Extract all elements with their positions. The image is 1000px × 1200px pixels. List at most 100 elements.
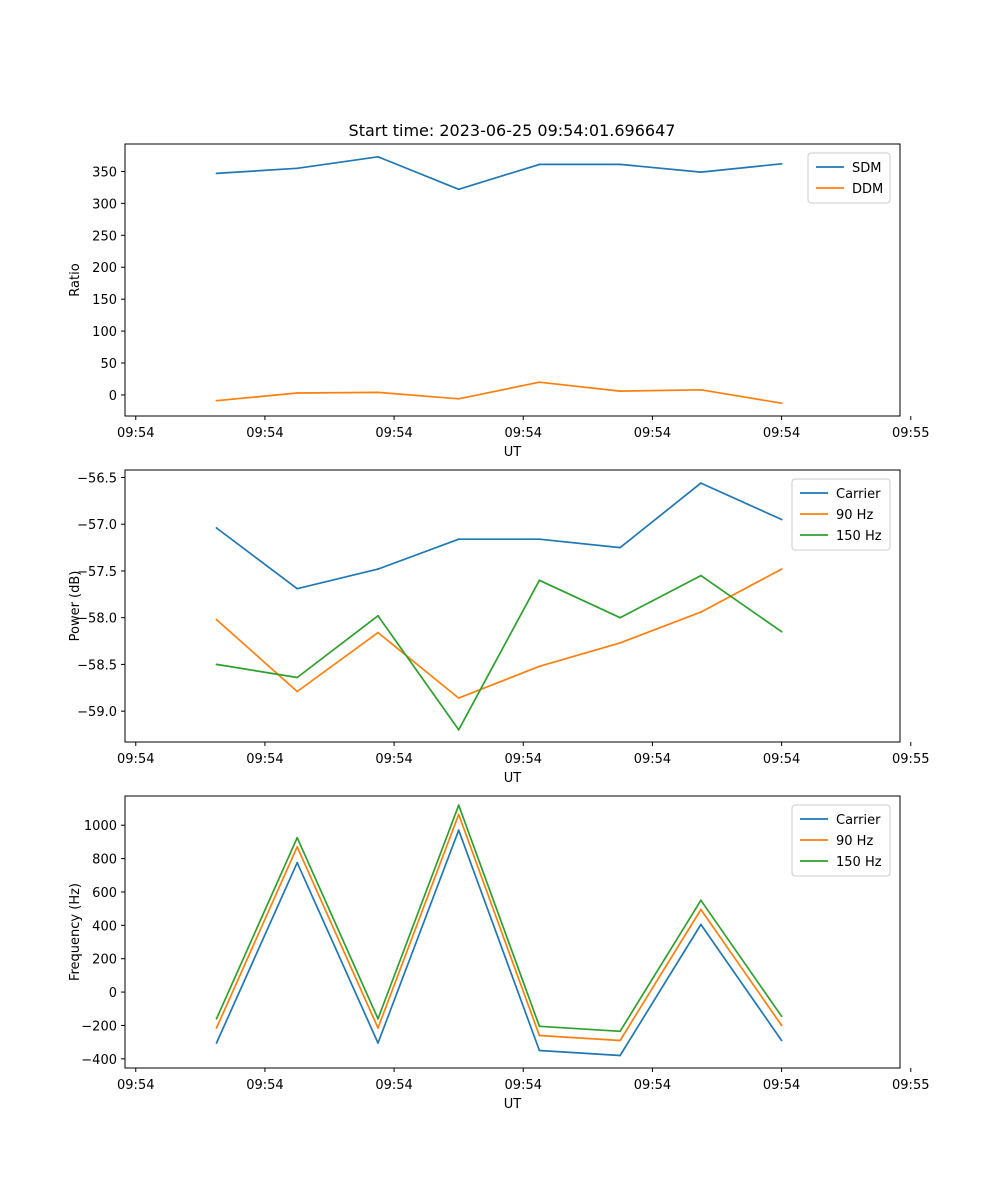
legend-label: Carrier [836,813,881,828]
data-point [538,163,541,166]
axes-frame [124,143,901,417]
y-tick-label: 600 [92,886,117,901]
x-tick-label: 09:54 [246,1078,283,1093]
x-axis-label: UT [504,1097,522,1112]
data-point [619,163,622,166]
data-point [538,538,541,541]
y-tick-label: −58.5 [77,658,117,673]
data-point [699,574,702,577]
y-axis-label: Ratio [68,263,83,296]
y-tick-label: 200 [92,261,117,276]
data-point [699,923,702,926]
y-tick-label: 150 [92,293,117,308]
axes-panel-2: 09:54 09:54 09:54 09:54 09:54 09:54 09:55 −59.0… [68,469,929,786]
data-point [538,1049,541,1052]
data-point [377,1042,379,1044]
data-point [296,690,299,693]
y-tick-label: 100 [92,325,117,340]
legend: SDM DDM [807,152,891,204]
data-point [296,392,299,394]
x-tick-label: 09:54 [505,1078,542,1093]
data-point [619,1030,622,1033]
legend-label: SDM [852,161,881,176]
y-tick-label: 50 [100,357,117,372]
data-point [619,642,622,644]
y-tick-label: 400 [92,919,117,934]
data-point [215,618,218,621]
legend-label: 150 Hz [836,529,882,544]
data-point [296,836,299,839]
data-point [377,568,379,570]
series-sdm [215,155,783,191]
data-point [538,579,541,582]
y-tick-label: −200 [81,1019,117,1034]
data-point [699,482,702,484]
data-point [377,631,379,634]
y-tick-label: −56.5 [77,471,117,486]
x-tick-label: 09:54 [375,426,412,441]
data-point [457,804,460,807]
legend-box [791,478,891,551]
series-90-hz [215,568,783,699]
x-tick-label: 09:54 [763,752,800,767]
data-point [538,1034,541,1037]
data-point [457,188,460,191]
axes-panel-3: 09:54 09:54 09:54 09:54 09:54 09:54 09:55 −400 −… [68,795,929,1112]
data-point [780,568,783,570]
data-point [780,1039,783,1042]
data-point [780,1024,783,1027]
axes-panel-1: 09:54 09:54 09:54 09:54 09:54 09:54 09:55 0 50 10… [68,143,929,460]
series-carrier [215,829,783,1057]
legend-label: Carrier [836,487,881,502]
data-point [699,171,702,173]
data-point [215,172,218,175]
data-point [215,399,218,402]
y-tick-label: −57.0 [77,518,117,533]
data-point [215,1017,218,1020]
x-axis-label: UT [504,445,522,460]
data-point [296,587,299,590]
x-tick-label: 09:54 [375,752,412,767]
axes-frame [124,469,901,743]
legend-box [791,804,891,877]
data-point [780,1015,783,1018]
y-tick-label: −400 [81,1053,117,1068]
series-line-90-hz [215,568,782,699]
series-line-carrier [215,829,783,1057]
x-tick-label: 09:54 [117,752,154,767]
data-point [619,1039,622,1042]
x-tick-label: 09:54 [763,1078,800,1093]
x-tick-label: 09:54 [634,426,671,441]
legend-label: 90 Hz [836,834,873,849]
series-line-sdm [216,155,782,191]
data-point [699,611,702,613]
data-point [377,391,379,394]
legend-label: 150 Hz [836,855,882,870]
data-point [780,162,783,165]
x-tick-label: 09:54 [117,1078,154,1093]
y-tick-label: −57.5 [77,565,117,580]
axes-frame [124,795,901,1069]
data-point [457,813,460,816]
data-point [538,381,541,384]
data-point [699,899,702,902]
x-axis-label: UT [504,771,522,786]
data-point [457,538,460,541]
y-axis-label: Frequency (Hz) [68,883,83,981]
x-tick-label: 09:54 [246,752,283,767]
y-tick-label: 200 [92,953,117,968]
data-point [377,1027,379,1029]
data-point [457,397,460,400]
data-point [699,388,702,391]
x-tick-label: 09:54 [505,752,542,767]
x-tick-label: 09:54 [375,1078,412,1093]
series-ddm [215,381,783,405]
x-tick-label: 09:54 [634,1078,671,1093]
legend: Carrier 90 Hz 150 Hz [791,804,891,877]
data-point [538,1025,541,1028]
data-point [457,697,460,699]
figure-title: Start time: 2023-06-25 09:54:01.696647 [349,121,676,140]
y-axis-label: Power (dB) [68,571,83,642]
data-point [215,1027,218,1029]
